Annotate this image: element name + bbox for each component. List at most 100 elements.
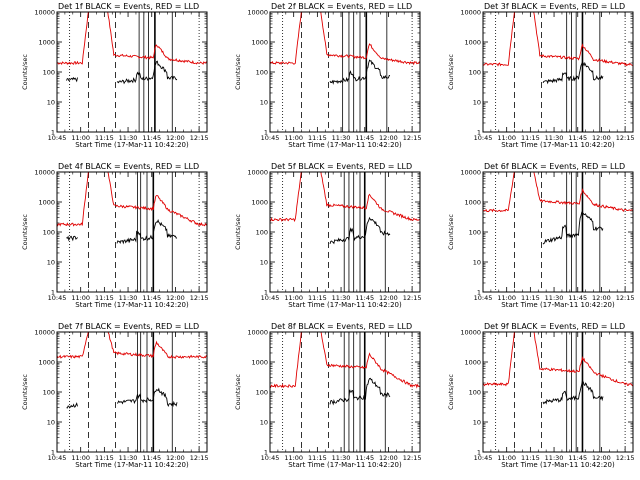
y-tick-label: 1000 — [464, 359, 481, 367]
lld-series-line — [270, 172, 420, 223]
y-axis-label: Counts/sec — [234, 214, 242, 250]
x-tick-label: 11:45 — [142, 454, 161, 462]
y-tick-label: 10 — [473, 419, 481, 427]
y-tick-label: 100 — [256, 229, 268, 237]
x-tick-label: 11:45 — [142, 134, 161, 142]
events-series-line-late — [542, 60, 604, 85]
events-series-line-early — [66, 235, 78, 242]
plot-frame — [482, 11, 634, 133]
y-tick-label: 10 — [260, 259, 268, 267]
x-tick-label: 11:15 — [308, 134, 327, 142]
y-axis-label: Counts/sec — [234, 54, 242, 90]
events-series-line-late — [329, 216, 391, 245]
y-tick-label: 1 — [51, 129, 55, 137]
x-tick-label: 11:00 — [497, 294, 516, 302]
y-tick-label: 1000 — [464, 199, 481, 207]
events-series-line-late — [329, 59, 391, 85]
lld-series-line — [483, 172, 633, 213]
panel-title: Det 1f BLACK = Events, RED = LLD — [58, 2, 199, 11]
lld-series-line — [57, 172, 207, 227]
panel-title: Det 9f BLACK = Events, RED = LLD — [484, 322, 625, 331]
y-tick-label: 10000 — [34, 169, 55, 177]
y-tick-label: 1000 — [251, 359, 268, 367]
events-series-line-late — [542, 211, 604, 245]
lld-series-line — [483, 332, 633, 387]
panel-title: Det 5f BLACK = Events, RED = LLD — [271, 162, 412, 171]
x-tick-label: 10:45 — [474, 454, 493, 462]
plot-area — [57, 12, 207, 132]
y-tick-label: 10000 — [247, 9, 268, 17]
y-tick-label: 100 — [469, 229, 481, 237]
x-tick-label: 10:45 — [261, 454, 280, 462]
y-tick-label: 1000 — [251, 39, 268, 47]
y-tick-label: 1 — [477, 289, 481, 297]
x-tick-label: 11:45 — [355, 454, 374, 462]
x-axis-label: Start Time (17-Mar-11 10:42:20) — [288, 301, 402, 309]
y-tick-label: 1 — [51, 289, 55, 297]
y-tick-label: 1 — [477, 129, 481, 137]
x-tick-label: 12:15 — [616, 134, 635, 142]
panel-9f: Det 9f BLACK = Events, RED = LLD 1 10 100 10… — [447, 322, 634, 469]
x-axis-label: Start Time (17-Mar-11 10:42:20) — [501, 141, 615, 149]
y-tick-label: 10000 — [34, 9, 55, 17]
x-tick-label: 11:00 — [71, 134, 90, 142]
plot-area — [270, 12, 420, 132]
x-tick-label: 12:00 — [166, 294, 185, 302]
x-axis-label: Start Time (17-Mar-11 10:42:20) — [75, 461, 189, 469]
x-tick-label: 10:45 — [48, 134, 67, 142]
panel-title: Det 4f BLACK = Events, RED = LLD — [58, 162, 199, 171]
x-tick-label: 11:30 — [119, 454, 138, 462]
plot-frame — [56, 171, 208, 293]
x-tick-label: 11:15 — [521, 134, 540, 142]
x-tick-label: 11:15 — [95, 294, 114, 302]
lld-series-line — [483, 12, 633, 67]
y-axis-label: Counts/sec — [447, 54, 455, 90]
x-tick-label: 12:00 — [592, 294, 611, 302]
plot-area — [57, 332, 207, 452]
plot-area — [270, 172, 420, 292]
panel-4f: Det 4f BLACK = Events, RED = LLD 1 10 100 10… — [21, 162, 208, 309]
x-tick-label: 12:15 — [403, 454, 422, 462]
x-tick-label: 11:15 — [308, 454, 327, 462]
y-axis-label: Counts/sec — [21, 374, 29, 410]
panel-title: Det 2f BLACK = Events, RED = LLD — [271, 2, 412, 11]
plot-frame — [269, 331, 421, 453]
y-tick-label: 10 — [473, 99, 481, 107]
y-tick-label: 1000 — [38, 199, 55, 207]
y-axis-label: Counts/sec — [447, 214, 455, 250]
x-tick-label: 12:00 — [166, 134, 185, 142]
x-tick-label: 10:45 — [261, 134, 280, 142]
x-tick-label: 12:15 — [190, 454, 209, 462]
y-tick-label: 10000 — [460, 169, 481, 177]
x-tick-label: 11:00 — [284, 454, 303, 462]
plot-area — [483, 12, 633, 132]
panel-5f: Det 5f BLACK = Events, RED = LLD 1 10 100 10… — [234, 162, 421, 309]
panel-title: Det 6f BLACK = Events, RED = LLD — [484, 162, 625, 171]
y-axis-label: Counts/sec — [21, 214, 29, 250]
events-series-line-late — [116, 60, 178, 85]
panel-title: Det 3f BLACK = Events, RED = LLD — [484, 2, 625, 11]
plot-area — [270, 332, 420, 452]
panel-6f: Det 6f BLACK = Events, RED = LLD 1 10 100 10… — [447, 162, 634, 309]
lld-series-line — [57, 12, 207, 66]
plot-frame — [269, 171, 421, 293]
y-tick-label: 10000 — [247, 169, 268, 177]
x-tick-label: 12:15 — [403, 134, 422, 142]
y-tick-label: 100 — [43, 229, 55, 237]
panel-title: Det 7f BLACK = Events, RED = LLD — [58, 322, 199, 331]
x-tick-label: 10:45 — [474, 294, 493, 302]
y-tick-label: 10000 — [247, 329, 268, 337]
x-tick-label: 12:15 — [190, 294, 209, 302]
x-tick-label: 11:15 — [521, 294, 540, 302]
events-series-line-early — [66, 402, 78, 409]
x-tick-label: 11:45 — [568, 294, 587, 302]
panel-3f: Det 3f BLACK = Events, RED = LLD 1 10 100 10… — [447, 2, 634, 149]
x-tick-label: 11:00 — [71, 454, 90, 462]
y-tick-label: 100 — [469, 389, 481, 397]
events-series-line-late — [116, 387, 178, 408]
x-tick-label: 12:00 — [166, 454, 185, 462]
x-tick-label: 11:45 — [142, 294, 161, 302]
x-tick-label: 11:15 — [95, 454, 114, 462]
y-tick-label: 10 — [260, 99, 268, 107]
